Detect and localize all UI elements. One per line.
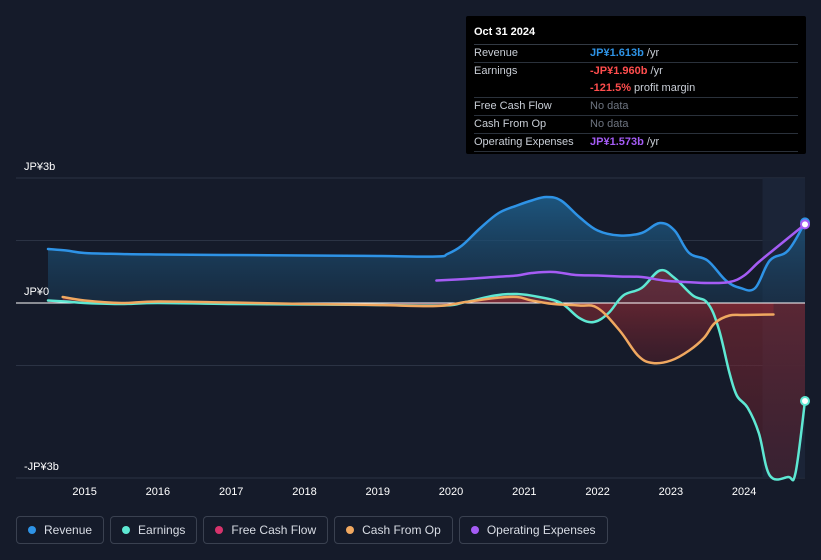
y-tick-label: JP¥3b <box>24 161 55 173</box>
x-tick-label: 2021 <box>512 486 536 498</box>
legend-item-revenue[interactable]: Revenue <box>16 516 105 544</box>
tooltip-value: -121.5% <box>590 82 631 94</box>
x-tick-label: 2017 <box>219 486 243 498</box>
legend-label: Cash From Op <box>362 523 441 537</box>
x-tick-label: 2018 <box>292 486 316 498</box>
tooltip-key: Earnings <box>474 65 518 77</box>
tooltip-value: JP¥1.613b <box>590 47 644 59</box>
legend-label: Free Cash Flow <box>231 523 317 537</box>
x-tick-label: 2019 <box>366 486 390 498</box>
tooltip-row-earnings: Earnings -JP¥1.960b /yr <box>474 63 798 80</box>
legend: Revenue Earnings Free Cash Flow Cash Fro… <box>16 516 608 546</box>
legend-item-free-cash-flow[interactable]: Free Cash Flow <box>203 516 329 544</box>
earnings-end-marker <box>800 396 810 406</box>
legend-label: Revenue <box>44 523 93 537</box>
end-markers <box>800 217 810 406</box>
tooltip-row-cfo: Cash From Op No data <box>474 116 798 134</box>
tooltip-row-fcf: Free Cash Flow No data <box>474 98 798 116</box>
tooltip-row-margin: -121.5% profit margin <box>474 80 798 98</box>
tooltip-unit: /yr <box>646 136 660 148</box>
tooltip-value: No data <box>590 100 629 112</box>
tooltip-key: Revenue <box>474 47 519 59</box>
legend-item-cash-from-op[interactable]: Cash From Op <box>334 516 453 544</box>
free-cash-flow-dot-icon <box>215 526 224 534</box>
revenue-area <box>48 196 805 303</box>
tooltip-row-revenue: Revenue JP¥1.613b /yr <box>474 45 798 63</box>
x-tick-label: 2022 <box>585 486 609 498</box>
x-tick-label: 2015 <box>72 486 96 498</box>
tooltip-value: No data <box>590 118 629 130</box>
legend-label: Operating Expenses <box>486 523 596 537</box>
cash-from-op-line <box>61 295 775 365</box>
series-areas <box>48 196 805 481</box>
operating-expenses-dot-icon <box>470 526 479 534</box>
y-tick-label: -JP¥3b <box>24 461 59 473</box>
tooltip-unit: profit margin <box>634 82 696 94</box>
legend-item-operating-expenses[interactable]: Operating Expenses <box>458 516 608 544</box>
x-axis-labels: 2015 2016 2017 2018 2019 2020 2021 2022 2023 2024 <box>72 486 756 498</box>
tooltip-row-opex: Operating Expenses JP¥1.573b /yr <box>474 134 798 152</box>
tooltip-value: JP¥1.573b <box>590 136 644 148</box>
operating-expenses-end-marker <box>800 219 810 230</box>
tooltip-key: Free Cash Flow <box>474 100 552 112</box>
tooltip-date: Oct 31 2024 <box>474 24 798 45</box>
cash-from-op-area <box>62 296 774 364</box>
tooltip-value: -JP¥1.960b <box>590 65 648 77</box>
tooltip-unit: /yr <box>650 65 663 77</box>
series-lines <box>46 195 807 482</box>
legend-item-earnings[interactable]: Earnings <box>110 516 198 544</box>
tooltip-key: Operating Expenses <box>474 136 574 148</box>
legend-label: Earnings <box>138 523 186 537</box>
operating-expenses-line <box>435 223 807 285</box>
earnings-dot-icon <box>122 526 131 534</box>
revenue-dot-icon <box>28 526 36 534</box>
tooltip-key: Cash From Op <box>474 118 547 130</box>
x-tick-label: 2020 <box>439 486 463 498</box>
revenue-line <box>46 195 807 292</box>
y-tick-label: JP¥0 <box>24 286 49 298</box>
earnings-line <box>46 268 807 482</box>
x-tick-label: 2024 <box>732 486 756 498</box>
x-tick-label: 2016 <box>146 486 170 498</box>
x-tick-label: 2023 <box>659 486 683 498</box>
y-axis-labels: JP¥3b JP¥0 -JP¥3b <box>24 161 59 473</box>
cash-from-op-dot-icon <box>346 526 355 534</box>
tooltip-unit: /yr <box>646 47 660 59</box>
tooltip-panel: Oct 31 2024 Revenue JP¥1.613b /yr Earnin… <box>466 16 806 154</box>
